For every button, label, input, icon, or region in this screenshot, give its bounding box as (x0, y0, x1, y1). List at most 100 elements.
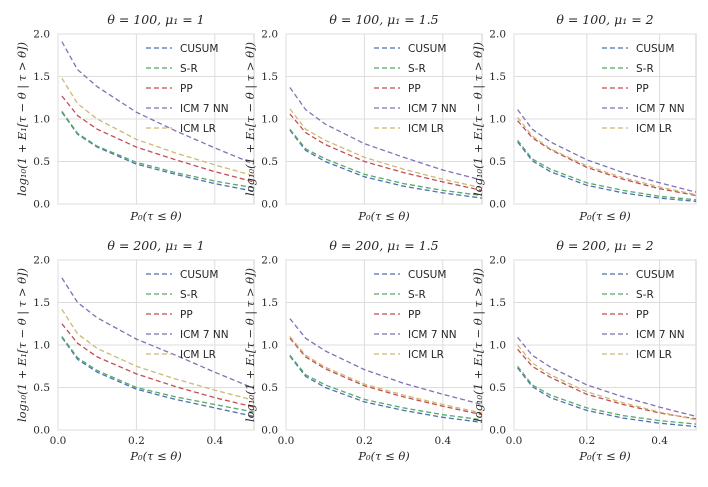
x-tick-label: 0.2 (128, 435, 145, 447)
series-line-2 (61, 336, 255, 413)
y-tick-label: 2.0 (33, 29, 50, 41)
x-axis-label: P₀(τ ≤ θ) (578, 449, 631, 463)
legend-label: CUSUM (180, 43, 218, 55)
x-tick-label: 0.4 (206, 435, 223, 447)
series-line-5 (61, 308, 255, 401)
y-tick-label: 1.5 (33, 297, 50, 309)
y-tick-label: 0.5 (33, 156, 50, 168)
series-line-1 (517, 141, 697, 203)
legend-label: S-R (636, 289, 654, 301)
series-line-1 (289, 355, 483, 424)
y-axis-label: log₁₀(1 + E₁[τ − θ | τ > θ]) (15, 42, 30, 196)
legend-label: PP (636, 83, 649, 95)
series-line-4 (517, 336, 697, 418)
legend-label: ICM 7 NN (408, 329, 457, 341)
y-tick-label: 1.0 (489, 340, 506, 352)
y-tick-label: 1.0 (261, 340, 278, 352)
y-tick-label: 2.0 (489, 255, 506, 267)
series-line-4 (289, 87, 483, 181)
y-axis-label: log₁₀(1 + E₁[τ − θ | τ > θ]) (243, 268, 258, 422)
y-tick-label: 0.0 (33, 199, 50, 211)
series-line-5 (61, 77, 255, 177)
y-tick-label: 1.5 (33, 71, 50, 83)
legend-label: PP (180, 83, 193, 95)
y-axis-label: log₁₀(1 + E₁[τ − θ | τ > θ]) (15, 268, 30, 422)
legend-label: S-R (636, 63, 654, 75)
legend-label: ICM 7 NN (408, 103, 457, 115)
y-tick-label: 1.5 (489, 297, 506, 309)
legend-label: S-R (180, 289, 198, 301)
subplot-6: 0.0 0.5 1.0 1.5 2.0 0.0 0.2 0.4 θ = 200, μ₁ = 2 P… (471, 238, 697, 463)
y-axis-label: log₁₀(1 + E₁[τ − θ | τ > θ]) (243, 42, 258, 196)
y-tick-label: 1.0 (33, 340, 50, 352)
subplot-title: θ = 200, μ₁ = 1 (107, 238, 204, 253)
series-line-4 (289, 318, 483, 406)
legend-label: ICM 7 NN (636, 329, 685, 341)
series-line-2 (517, 365, 697, 425)
y-tick-label: 0.5 (33, 382, 50, 394)
series-line-1 (61, 337, 255, 418)
legend-label: PP (636, 309, 649, 321)
subplot-3: 0.0 0.5 1.0 1.5 2.0 θ = 100, μ₁ = 2 P₀(τ ≤ θ) l… (471, 12, 697, 223)
y-tick-label: 1.0 (33, 114, 50, 126)
y-tick-label: 0.0 (489, 425, 506, 437)
subplot-2: 0.0 0.5 1.0 1.5 2.0 θ = 100, μ₁ = 1.5 P₀(τ ≤ θ… (243, 12, 483, 223)
series-line-2 (61, 110, 255, 189)
series-line-4 (61, 41, 255, 165)
legend-label: ICM 7 NN (180, 329, 229, 341)
legend-label: PP (408, 309, 421, 321)
x-axis-label: P₀(τ ≤ θ) (129, 449, 182, 463)
y-tick-label: 0.0 (489, 199, 506, 211)
legend-label: ICM LR (636, 123, 672, 135)
y-axis-label: log₁₀(1 + E₁[τ − θ | τ > θ]) (471, 268, 486, 422)
x-axis-label: P₀(τ ≤ θ) (357, 449, 410, 463)
x-axis-label: P₀(τ ≤ θ) (129, 209, 182, 223)
legend-label: ICM LR (180, 349, 216, 361)
legend-label: ICM LR (180, 123, 216, 135)
series-line-3 (61, 95, 255, 183)
series-line-3 (517, 348, 697, 420)
legend-label: CUSUM (408, 43, 446, 55)
series-line-3 (289, 113, 483, 192)
y-tick-label: 1.5 (261, 71, 278, 83)
y-tick-label: 1.5 (489, 71, 506, 83)
series-line-5 (517, 116, 697, 196)
y-tick-label: 1.0 (261, 114, 278, 126)
series-line-1 (61, 111, 255, 192)
y-tick-label: 1.0 (489, 114, 506, 126)
y-tick-label: 2.0 (261, 29, 278, 41)
x-axis-label: P₀(τ ≤ θ) (578, 209, 631, 223)
legend-label: ICM 7 NN (636, 103, 685, 115)
legend-label: ICM LR (636, 349, 672, 361)
series-line-2 (289, 354, 483, 421)
y-tick-label: 0.0 (261, 199, 278, 211)
series-line-5 (289, 336, 483, 414)
x-tick-label: 0.2 (356, 435, 373, 447)
legend-label: CUSUM (408, 269, 446, 281)
series-line-4 (517, 109, 697, 193)
legend-label: S-R (408, 289, 426, 301)
x-tick-label: 0.0 (278, 435, 295, 447)
subplot-5: 0.0 0.5 1.0 1.5 2.0 0.0 0.2 0.4 θ = 200, μ₁ = 1.… (243, 238, 483, 463)
y-axis-label: log₁₀(1 + E₁[τ − θ | τ > θ]) (471, 42, 486, 196)
subplot-1: 0.0 0.5 1.0 1.5 2.0 θ = 100, μ₁ = 1 P₀(τ ≤ θ) l… (15, 12, 255, 223)
y-tick-label: 0.5 (489, 156, 506, 168)
series-line-3 (517, 120, 697, 197)
subplot-title: θ = 100, μ₁ = 1 (107, 12, 204, 27)
y-tick-label: 0.0 (33, 425, 50, 437)
x-tick-label: 0.0 (506, 435, 523, 447)
series-line-2 (289, 128, 483, 197)
legend-label: ICM LR (408, 123, 444, 135)
subplot-title: θ = 200, μ₁ = 2 (556, 238, 653, 253)
y-tick-label: 0.5 (489, 382, 506, 394)
series-line-3 (61, 323, 255, 408)
legend-label: S-R (180, 63, 198, 75)
series-line-5 (517, 344, 697, 421)
x-axis-label: P₀(τ ≤ θ) (357, 209, 410, 223)
legend-label: PP (408, 83, 421, 95)
legend-label: CUSUM (636, 269, 674, 281)
legend-label: ICM 7 NN (180, 103, 229, 115)
subplot-title: θ = 100, μ₁ = 1.5 (329, 12, 438, 27)
y-tick-label: 0.5 (261, 382, 278, 394)
